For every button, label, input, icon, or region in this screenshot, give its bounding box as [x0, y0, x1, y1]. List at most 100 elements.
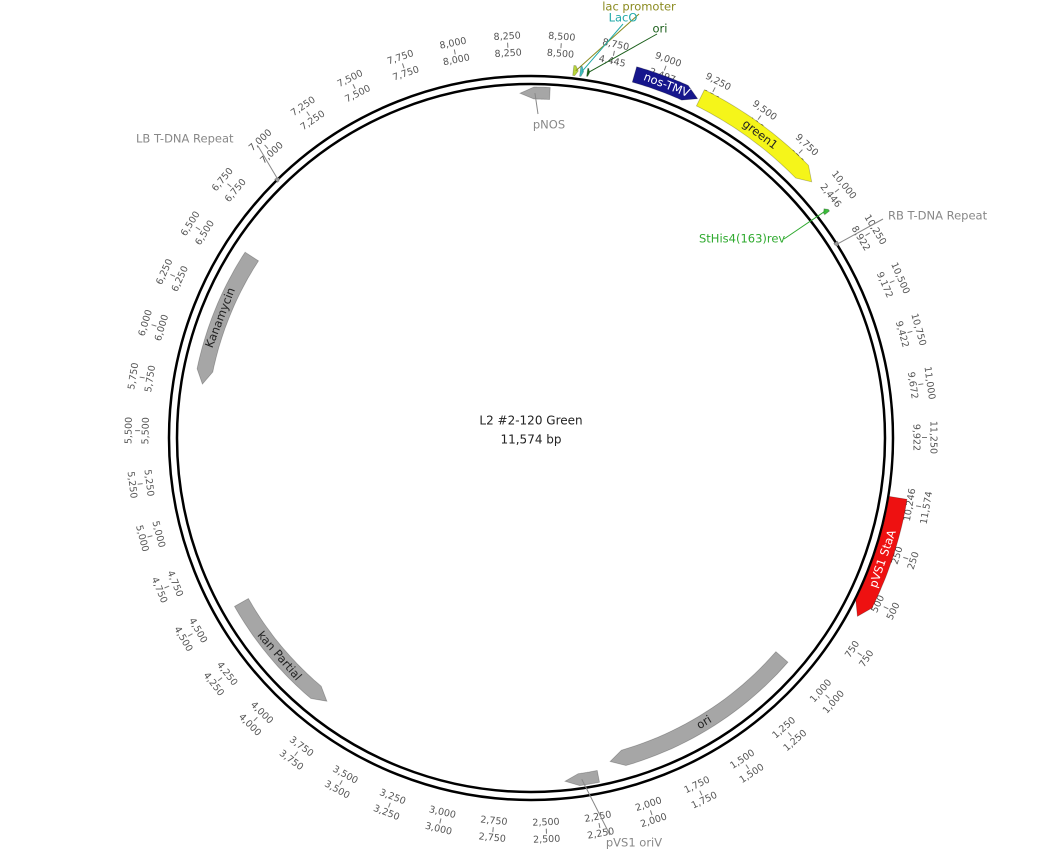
callout-line [588, 33, 658, 73]
tick-inner-label: 9,172 [874, 270, 895, 299]
tick-inner-label: 2,250 [584, 809, 613, 825]
tick-mark [352, 84, 356, 89]
map-length: 11,574 bp [500, 433, 561, 447]
tick-mark [453, 49, 456, 55]
feature-arrow [833, 240, 839, 248]
inner-strand [175, 82, 887, 794]
tick-inner-label: 750 [843, 639, 862, 660]
tick-label: 9,000 [653, 50, 682, 70]
tick-mark [907, 330, 913, 334]
feature-arrow [586, 67, 591, 77]
feature-label: LB T-DNA Repeat [136, 132, 234, 146]
tick-label: 5,500 [123, 417, 135, 444]
tick-mark [857, 652, 863, 656]
tick-label: 1,750 [690, 790, 719, 812]
callout-line [257, 145, 279, 180]
tick-inner-label: 7,750 [391, 64, 420, 83]
tick-mark [699, 790, 703, 796]
tick-mark [187, 633, 193, 637]
tick-label: 7,750 [386, 48, 415, 67]
tick-inner-label: 9,422 [893, 320, 911, 349]
tick-mark [798, 149, 803, 154]
feature-arrow [609, 651, 789, 766]
tick-inner-label: 8,000 [442, 52, 471, 68]
callout-line [581, 779, 611, 836]
tick-inner-label: 2,500 [532, 817, 560, 829]
feature-arrow [695, 89, 813, 183]
tick-mark [825, 694, 830, 699]
feature-arrow [855, 495, 908, 618]
tick-mark [164, 585, 170, 589]
tick-mark [612, 50, 615, 56]
callout-line [836, 218, 884, 245]
tick-mark [137, 483, 143, 485]
tick-mark [264, 144, 269, 150]
callout-line [783, 210, 826, 240]
tick-mark [757, 115, 762, 120]
tick-mark [439, 818, 442, 824]
feature-label: ori [694, 712, 714, 732]
tick-mark [889, 280, 895, 284]
tick-mark [865, 232, 871, 236]
feature-label: pVS1 oriV [606, 836, 662, 850]
feature-arrow [579, 65, 585, 77]
tick-inner-label: 8,250 [494, 47, 522, 60]
tick-label: 8,500 [548, 31, 576, 44]
tick-label: 2,250 [587, 826, 616, 842]
feature-label: LacO [609, 11, 638, 25]
tick-label: 2,500 [533, 834, 561, 846]
tick-mark [903, 556, 909, 560]
tick-label: 8,000 [439, 36, 468, 52]
feature-label: ori [653, 22, 668, 36]
tick-inner-label: 5,500 [140, 417, 152, 444]
tick-label: 4,750 [149, 576, 169, 605]
tick-inner-label: 3,000 [428, 804, 457, 821]
tick-mark [147, 535, 153, 538]
tick-mark [339, 780, 343, 786]
tick-mark [401, 63, 405, 69]
tick-label: 5,000 [133, 524, 150, 553]
tick-mark [663, 65, 667, 71]
feature-arrow [273, 177, 280, 183]
tick-label: 11,250 [927, 421, 938, 454]
feature-arrow [631, 66, 699, 101]
tick-label: 2,000 [639, 811, 668, 830]
tick-label: 6,000 [137, 308, 155, 337]
tick-mark [217, 677, 223, 682]
tick-mark [834, 188, 840, 193]
tick-label: 8,250 [493, 30, 521, 43]
tick-inner-label: 5,000 [150, 520, 167, 549]
tick-mark [170, 273, 176, 277]
tick-mark [227, 183, 232, 188]
feature-arrow [196, 251, 260, 385]
tick-inner-label: 8,500 [546, 48, 574, 61]
tick-label: 3,250 [372, 803, 401, 823]
tick-label: 2,750 [478, 831, 506, 845]
tick-inner-label: 6,250 [170, 264, 191, 293]
tick-mark [883, 606, 889, 610]
outer-strand [167, 74, 895, 802]
feature-label: StHis4(163)rev [699, 232, 785, 246]
callout-line [534, 92, 539, 115]
tick-mark [388, 802, 391, 808]
tick-mark [151, 324, 157, 327]
tick-inner-label: 9,672 [905, 371, 920, 399]
tick-label: 250 [906, 550, 922, 571]
callout-line [581, 23, 624, 72]
feature-label: lac promoter [602, 0, 676, 14]
tick-inner-label: 2,000 [634, 795, 663, 814]
tick-label: 11,574 [919, 490, 936, 525]
feature-arrow [823, 208, 831, 216]
tick-inner-label: 3,250 [378, 787, 407, 807]
feature-arrow [572, 65, 579, 76]
feature-label: pNOS [533, 118, 565, 132]
tick-label: 8,750 [601, 37, 630, 53]
feature-arrow [563, 770, 600, 787]
tick-inner-label: 9,922 [910, 424, 921, 451]
tick-label: 11,000 [922, 366, 937, 400]
tick-inner-label: 5,250 [142, 469, 156, 497]
tick-mark [787, 732, 792, 737]
map-name: L2 #2-120 Green [479, 414, 582, 428]
tick-mark [712, 87, 716, 93]
tick-mark [915, 505, 922, 508]
